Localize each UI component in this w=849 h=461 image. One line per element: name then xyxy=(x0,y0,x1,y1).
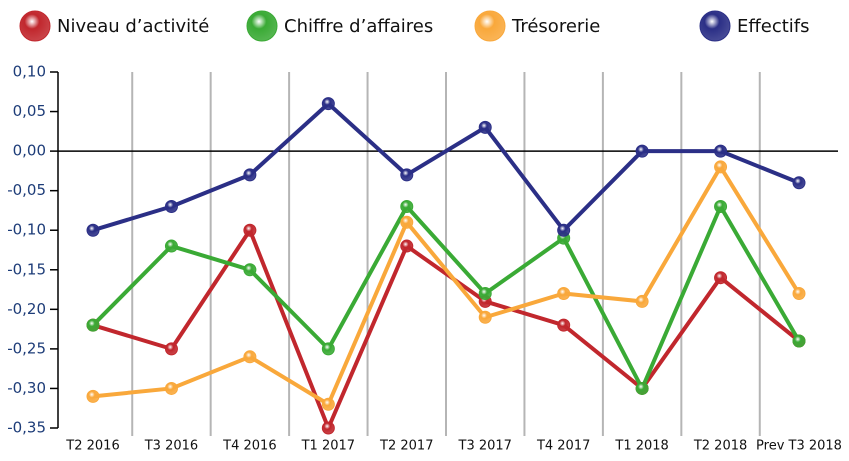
point xyxy=(86,318,100,332)
point xyxy=(714,160,728,174)
x-tick-label: T2 2018 xyxy=(693,439,747,454)
point xyxy=(478,310,492,324)
y-tick-label: 0,10 xyxy=(13,63,46,81)
point xyxy=(164,199,178,213)
series-line xyxy=(92,101,800,233)
point xyxy=(243,168,257,182)
y-tick-label: -0,35 xyxy=(7,419,46,437)
point xyxy=(478,287,492,301)
series-line xyxy=(92,164,801,407)
point xyxy=(714,199,728,213)
legend-marker xyxy=(246,10,278,42)
y-tick-label: -0,05 xyxy=(7,181,46,199)
legend-marker xyxy=(699,10,731,42)
x-tick-label: T4 2016 xyxy=(222,439,276,454)
point xyxy=(243,350,257,364)
x-tick-label: T2 2016 xyxy=(65,439,119,454)
y-tick-label: -0,20 xyxy=(7,300,46,318)
point xyxy=(243,263,257,277)
point xyxy=(86,223,100,237)
point xyxy=(714,144,728,158)
point xyxy=(400,199,414,213)
x-tick-label: T1 2018 xyxy=(614,439,668,454)
point xyxy=(557,287,571,301)
point xyxy=(792,287,806,301)
point xyxy=(635,381,649,395)
point xyxy=(400,168,414,182)
series-line xyxy=(91,204,801,391)
point xyxy=(164,342,178,356)
point xyxy=(635,294,649,308)
y-tick-label: 0,00 xyxy=(13,142,46,160)
point xyxy=(792,176,806,190)
x-tick-label: T4 2017 xyxy=(536,439,590,454)
y-tick-label: -0,30 xyxy=(7,379,46,397)
point xyxy=(635,144,649,158)
legend-label: Niveau d’activité xyxy=(57,16,209,37)
x-tick-label: T1 2017 xyxy=(301,439,355,454)
legend-marker xyxy=(19,10,51,42)
x-tick-label: T3 2016 xyxy=(144,439,198,454)
point xyxy=(321,421,335,435)
y-tick-label: -0,10 xyxy=(7,221,46,239)
x-tick-label: Prev T3 2018 xyxy=(756,439,842,454)
x-tick-label: T3 2017 xyxy=(458,439,512,454)
point xyxy=(714,271,728,285)
point xyxy=(321,97,335,111)
point xyxy=(164,381,178,395)
point xyxy=(557,223,571,237)
point xyxy=(400,239,414,253)
y-tick-label: -0,25 xyxy=(7,339,46,357)
point xyxy=(400,215,414,229)
y-tick-label: 0,05 xyxy=(13,102,46,120)
point xyxy=(164,239,178,253)
legend-label: Chiffre d’affaires xyxy=(284,16,433,37)
point xyxy=(792,334,806,348)
point xyxy=(321,342,335,356)
point xyxy=(86,389,100,403)
point xyxy=(557,318,571,332)
point xyxy=(243,223,257,237)
series-line xyxy=(92,228,801,430)
legend-label: Trésorerie xyxy=(511,16,600,37)
point xyxy=(321,397,335,411)
point xyxy=(478,120,492,134)
legend-marker xyxy=(474,10,506,42)
x-tick-label: T2 2017 xyxy=(379,439,433,454)
y-tick-label: -0,15 xyxy=(7,260,46,278)
legend-label: Effectifs xyxy=(737,16,810,37)
